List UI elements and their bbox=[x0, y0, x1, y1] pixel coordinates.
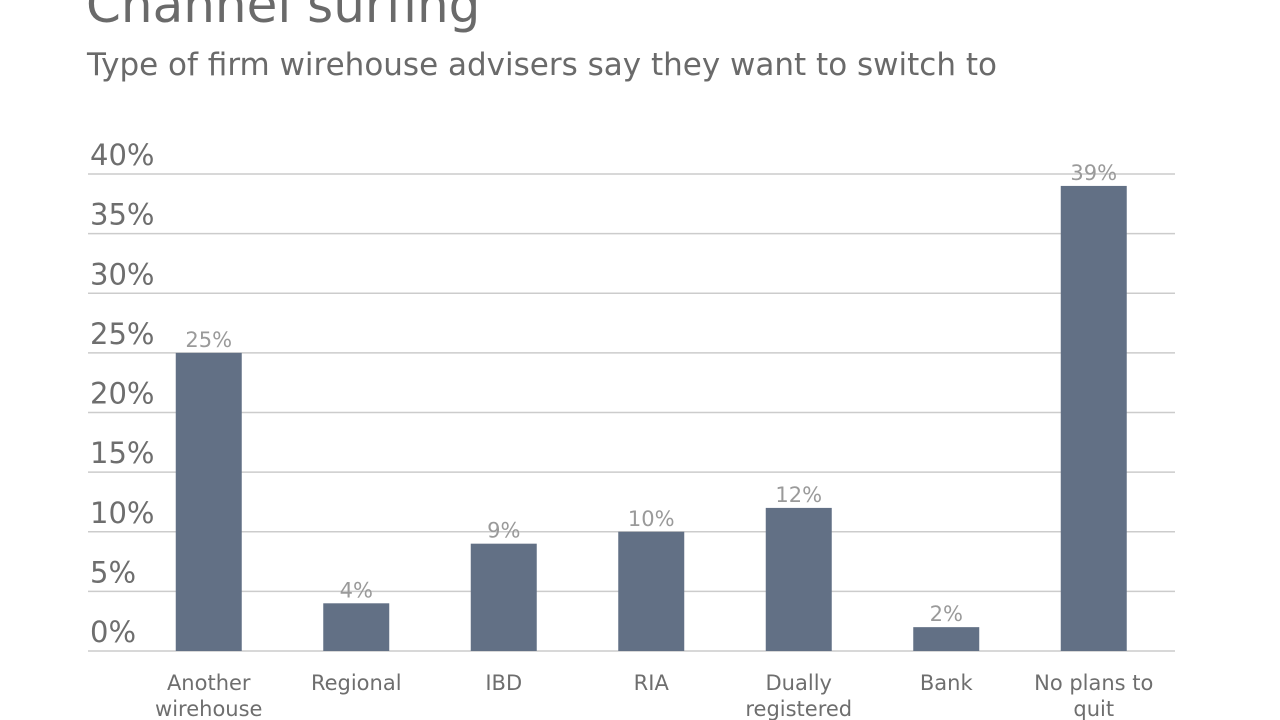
x-tick-label: Dually registered bbox=[745, 671, 852, 720]
bars bbox=[175, 185, 1127, 652]
x-axis-ticks: Another wirehouse Regional IBD RIA Dually regi… bbox=[155, 671, 1153, 720]
data-label: 25% bbox=[185, 328, 232, 352]
chart-title: Channel surfing bbox=[86, 0, 481, 34]
data-label: 4% bbox=[340, 578, 373, 602]
data-label: 10% bbox=[628, 507, 675, 531]
bar bbox=[323, 603, 390, 651]
chart-subtitle: Type of firm wirehouse advisers say they… bbox=[87, 47, 997, 83]
x-tick-label: Regional bbox=[311, 671, 402, 695]
y-tick-label: 10% bbox=[90, 496, 154, 530]
data-label: 2% bbox=[930, 602, 963, 626]
bar bbox=[1060, 185, 1127, 652]
bar bbox=[765, 507, 832, 651]
x-tick-label: Another wirehouse bbox=[155, 671, 262, 720]
y-tick-label: 25% bbox=[90, 317, 154, 351]
bar bbox=[470, 543, 537, 651]
x-tick-label: IBD bbox=[485, 671, 522, 695]
bar bbox=[913, 627, 980, 651]
y-axis-ticks: 0% 5% 10% 15% 20% 25% 30% 35% 40% bbox=[90, 138, 154, 649]
bar bbox=[618, 531, 685, 651]
y-tick-label: 35% bbox=[90, 198, 154, 232]
y-tick-label: 20% bbox=[90, 377, 154, 411]
data-label: 39% bbox=[1070, 161, 1117, 185]
y-tick-label: 5% bbox=[90, 555, 136, 589]
data-label: 12% bbox=[775, 483, 822, 507]
x-tick-label: No plans to quit bbox=[1034, 671, 1153, 720]
y-tick-label: 40% bbox=[90, 138, 154, 172]
data-labels: 25% 4% 9% 10% 12% 2% 39% bbox=[185, 161, 1117, 626]
y-tick-label: 15% bbox=[90, 436, 154, 470]
x-tick-label: Bank bbox=[920, 671, 974, 695]
x-tick-label: RIA bbox=[634, 671, 670, 695]
bar bbox=[175, 352, 242, 651]
y-tick-label: 0% bbox=[90, 615, 136, 649]
data-label: 9% bbox=[487, 519, 520, 543]
y-tick-label: 30% bbox=[90, 257, 154, 291]
